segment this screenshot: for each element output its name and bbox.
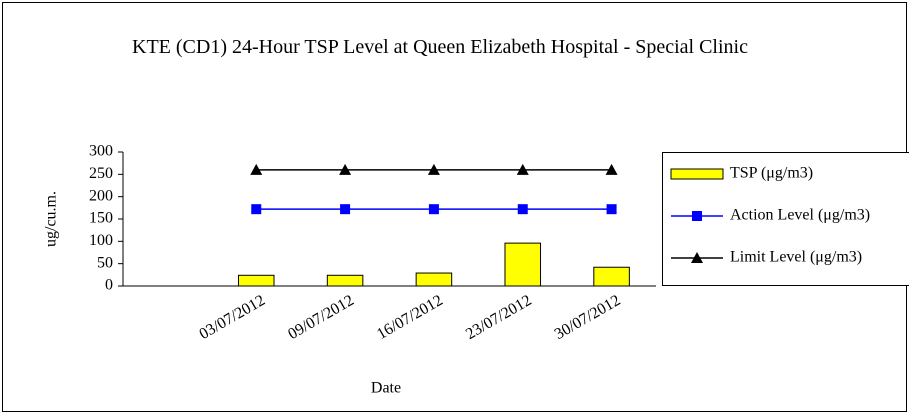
series-marker [516, 163, 529, 175]
series-marker [428, 204, 439, 215]
legend-marker [692, 211, 702, 221]
series-marker [340, 204, 351, 215]
series-marker [250, 163, 263, 175]
legend-swatch [670, 168, 724, 180]
series-marker [606, 204, 617, 215]
bar [593, 266, 630, 287]
y-tick-label: 150 [89, 210, 113, 227]
y-tick-label: 250 [89, 165, 113, 182]
y-tick-label: 300 [89, 143, 113, 160]
legend-marker [691, 252, 703, 263]
series-marker [517, 204, 528, 215]
bar [326, 274, 364, 287]
series-marker [251, 204, 262, 215]
series-marker [427, 163, 440, 175]
legend-label: TSP (μg/m3) [730, 165, 813, 182]
bar [415, 272, 453, 287]
y-tick-label: 50 [97, 254, 113, 271]
chart-title: KTE (CD1) 24-Hour TSP Level at Queen Eli… [132, 36, 748, 58]
y-tick-label: 100 [89, 232, 113, 249]
legend-label: Limit Level (μg/m3) [730, 249, 862, 266]
y-axis-label: ug/cu.m. [43, 191, 60, 247]
series-marker [339, 163, 352, 175]
y-tick-label: 200 [89, 187, 113, 204]
legend-label: Action Level (μg/m3) [730, 207, 870, 224]
x-axis-label: Date [371, 380, 401, 397]
series-marker [605, 163, 618, 175]
y-tick-label: 0 [105, 277, 113, 294]
bar [237, 274, 275, 287]
bar [504, 242, 542, 287]
